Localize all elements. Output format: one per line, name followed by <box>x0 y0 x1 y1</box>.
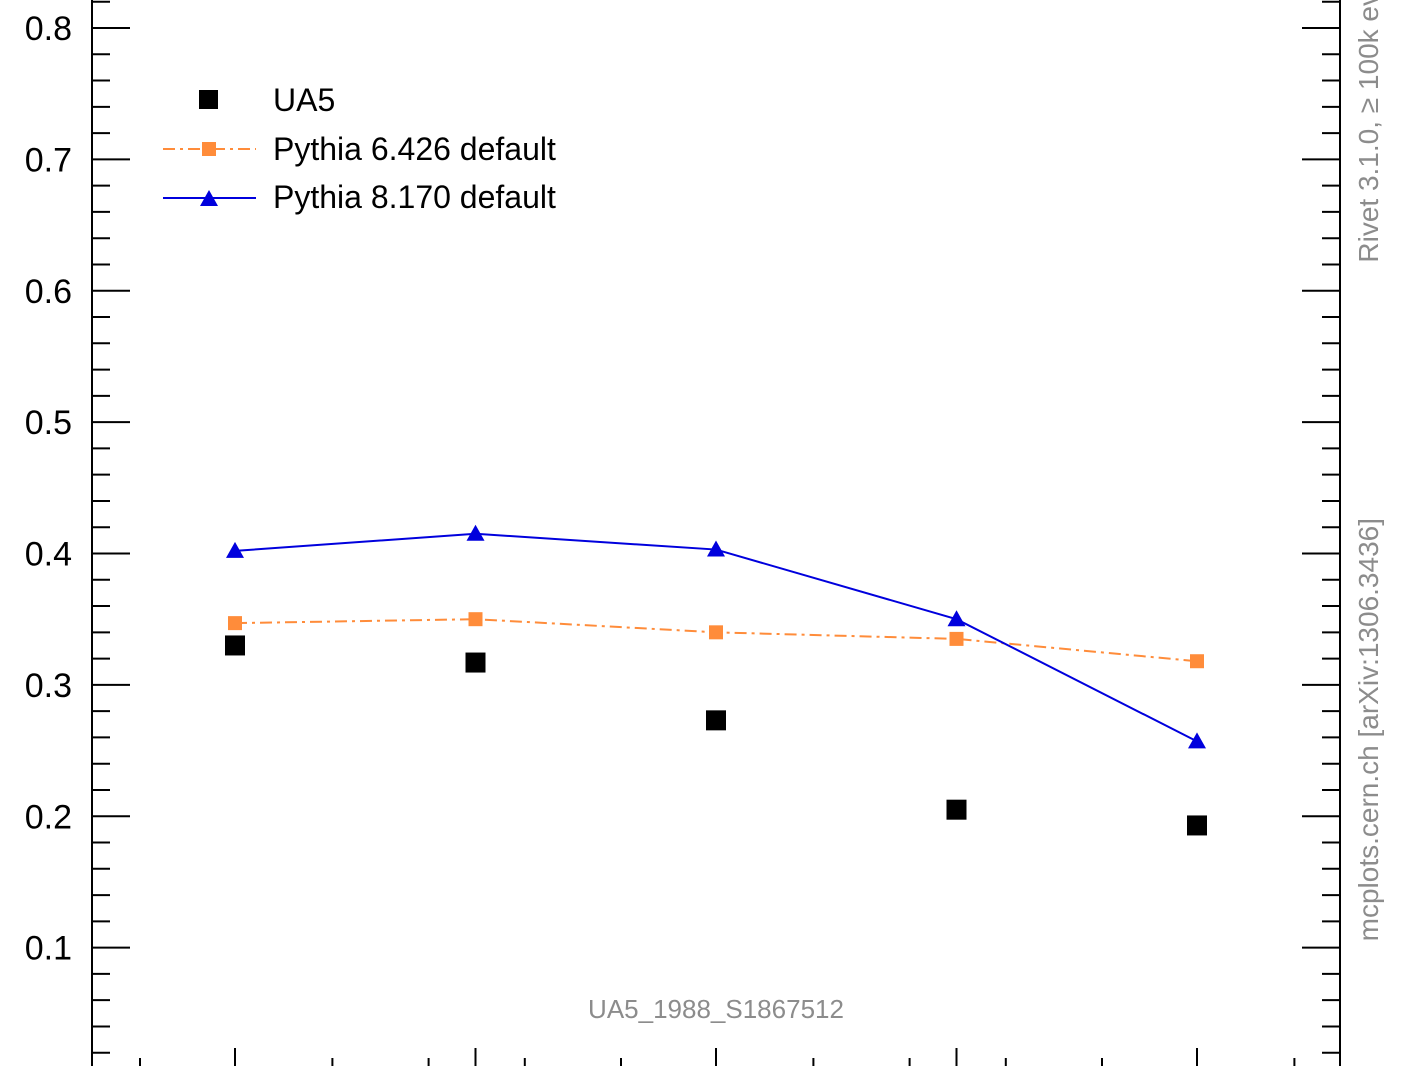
point-pythia6 <box>949 631 964 646</box>
point-pythia8 <box>707 540 725 557</box>
legend-marker-ua5 <box>199 90 218 109</box>
legend-entry-pythia6: Pythia 6.426 default <box>163 131 556 167</box>
rivet-version-label: Rivet 3.1.0, ≥ 100k ev <box>1353 0 1384 263</box>
point-pythia8 <box>466 524 485 541</box>
y-tick-label: 0.7 <box>25 141 72 179</box>
x-axis <box>139 1048 1296 1066</box>
legend-label-ua5: UA5 <box>273 82 335 118</box>
y-tick-label: 0.8 <box>25 10 72 48</box>
point-pythia6 <box>1190 654 1204 669</box>
legend: UA5 Pythia 6.426 default Pythia 8.170 de… <box>163 82 556 215</box>
point-pythia8 <box>947 610 966 627</box>
legend-marker-pythia8 <box>200 190 218 206</box>
y-tick-label: 0.2 <box>25 798 72 836</box>
axes-frame <box>91 0 1341 1066</box>
y-tick-label: 0.5 <box>25 404 72 442</box>
legend-marker-pythia6 <box>202 142 216 156</box>
y-tick-label: 0.3 <box>25 667 72 705</box>
y-tick-label: 0.1 <box>25 930 72 968</box>
point-pythia8 <box>226 541 244 558</box>
legend-entry-pythia8: Pythia 8.170 default <box>163 179 556 215</box>
legend-entry-ua5: UA5 <box>199 82 335 118</box>
analysis-id-label: UA5_1988_S1867512 <box>588 994 844 1024</box>
legend-label-pythia6: Pythia 6.426 default <box>273 131 556 167</box>
legend-label-pythia8: Pythia 8.170 default <box>273 179 556 215</box>
point-ua5 <box>225 635 245 656</box>
point-pythia6 <box>709 625 723 640</box>
mcplots-reference-label: mcplots.cern.ch [arXiv:1306.3436] <box>1353 518 1384 941</box>
point-ua5 <box>465 652 486 673</box>
point-pythia8 <box>1188 732 1206 749</box>
y-tick-label: 0.6 <box>25 273 72 311</box>
point-pythia6 <box>468 612 483 627</box>
point-ua5 <box>706 710 726 731</box>
y-axis: 0.1 0.2 0.3 0.4 0.5 0.6 0.7 0.8 <box>25 0 1340 1054</box>
point-ua5 <box>1187 815 1207 836</box>
plot-area <box>225 524 1207 836</box>
point-ua5 <box>946 799 967 820</box>
point-pythia6 <box>228 616 242 631</box>
y-tick-label: 0.4 <box>25 536 72 574</box>
